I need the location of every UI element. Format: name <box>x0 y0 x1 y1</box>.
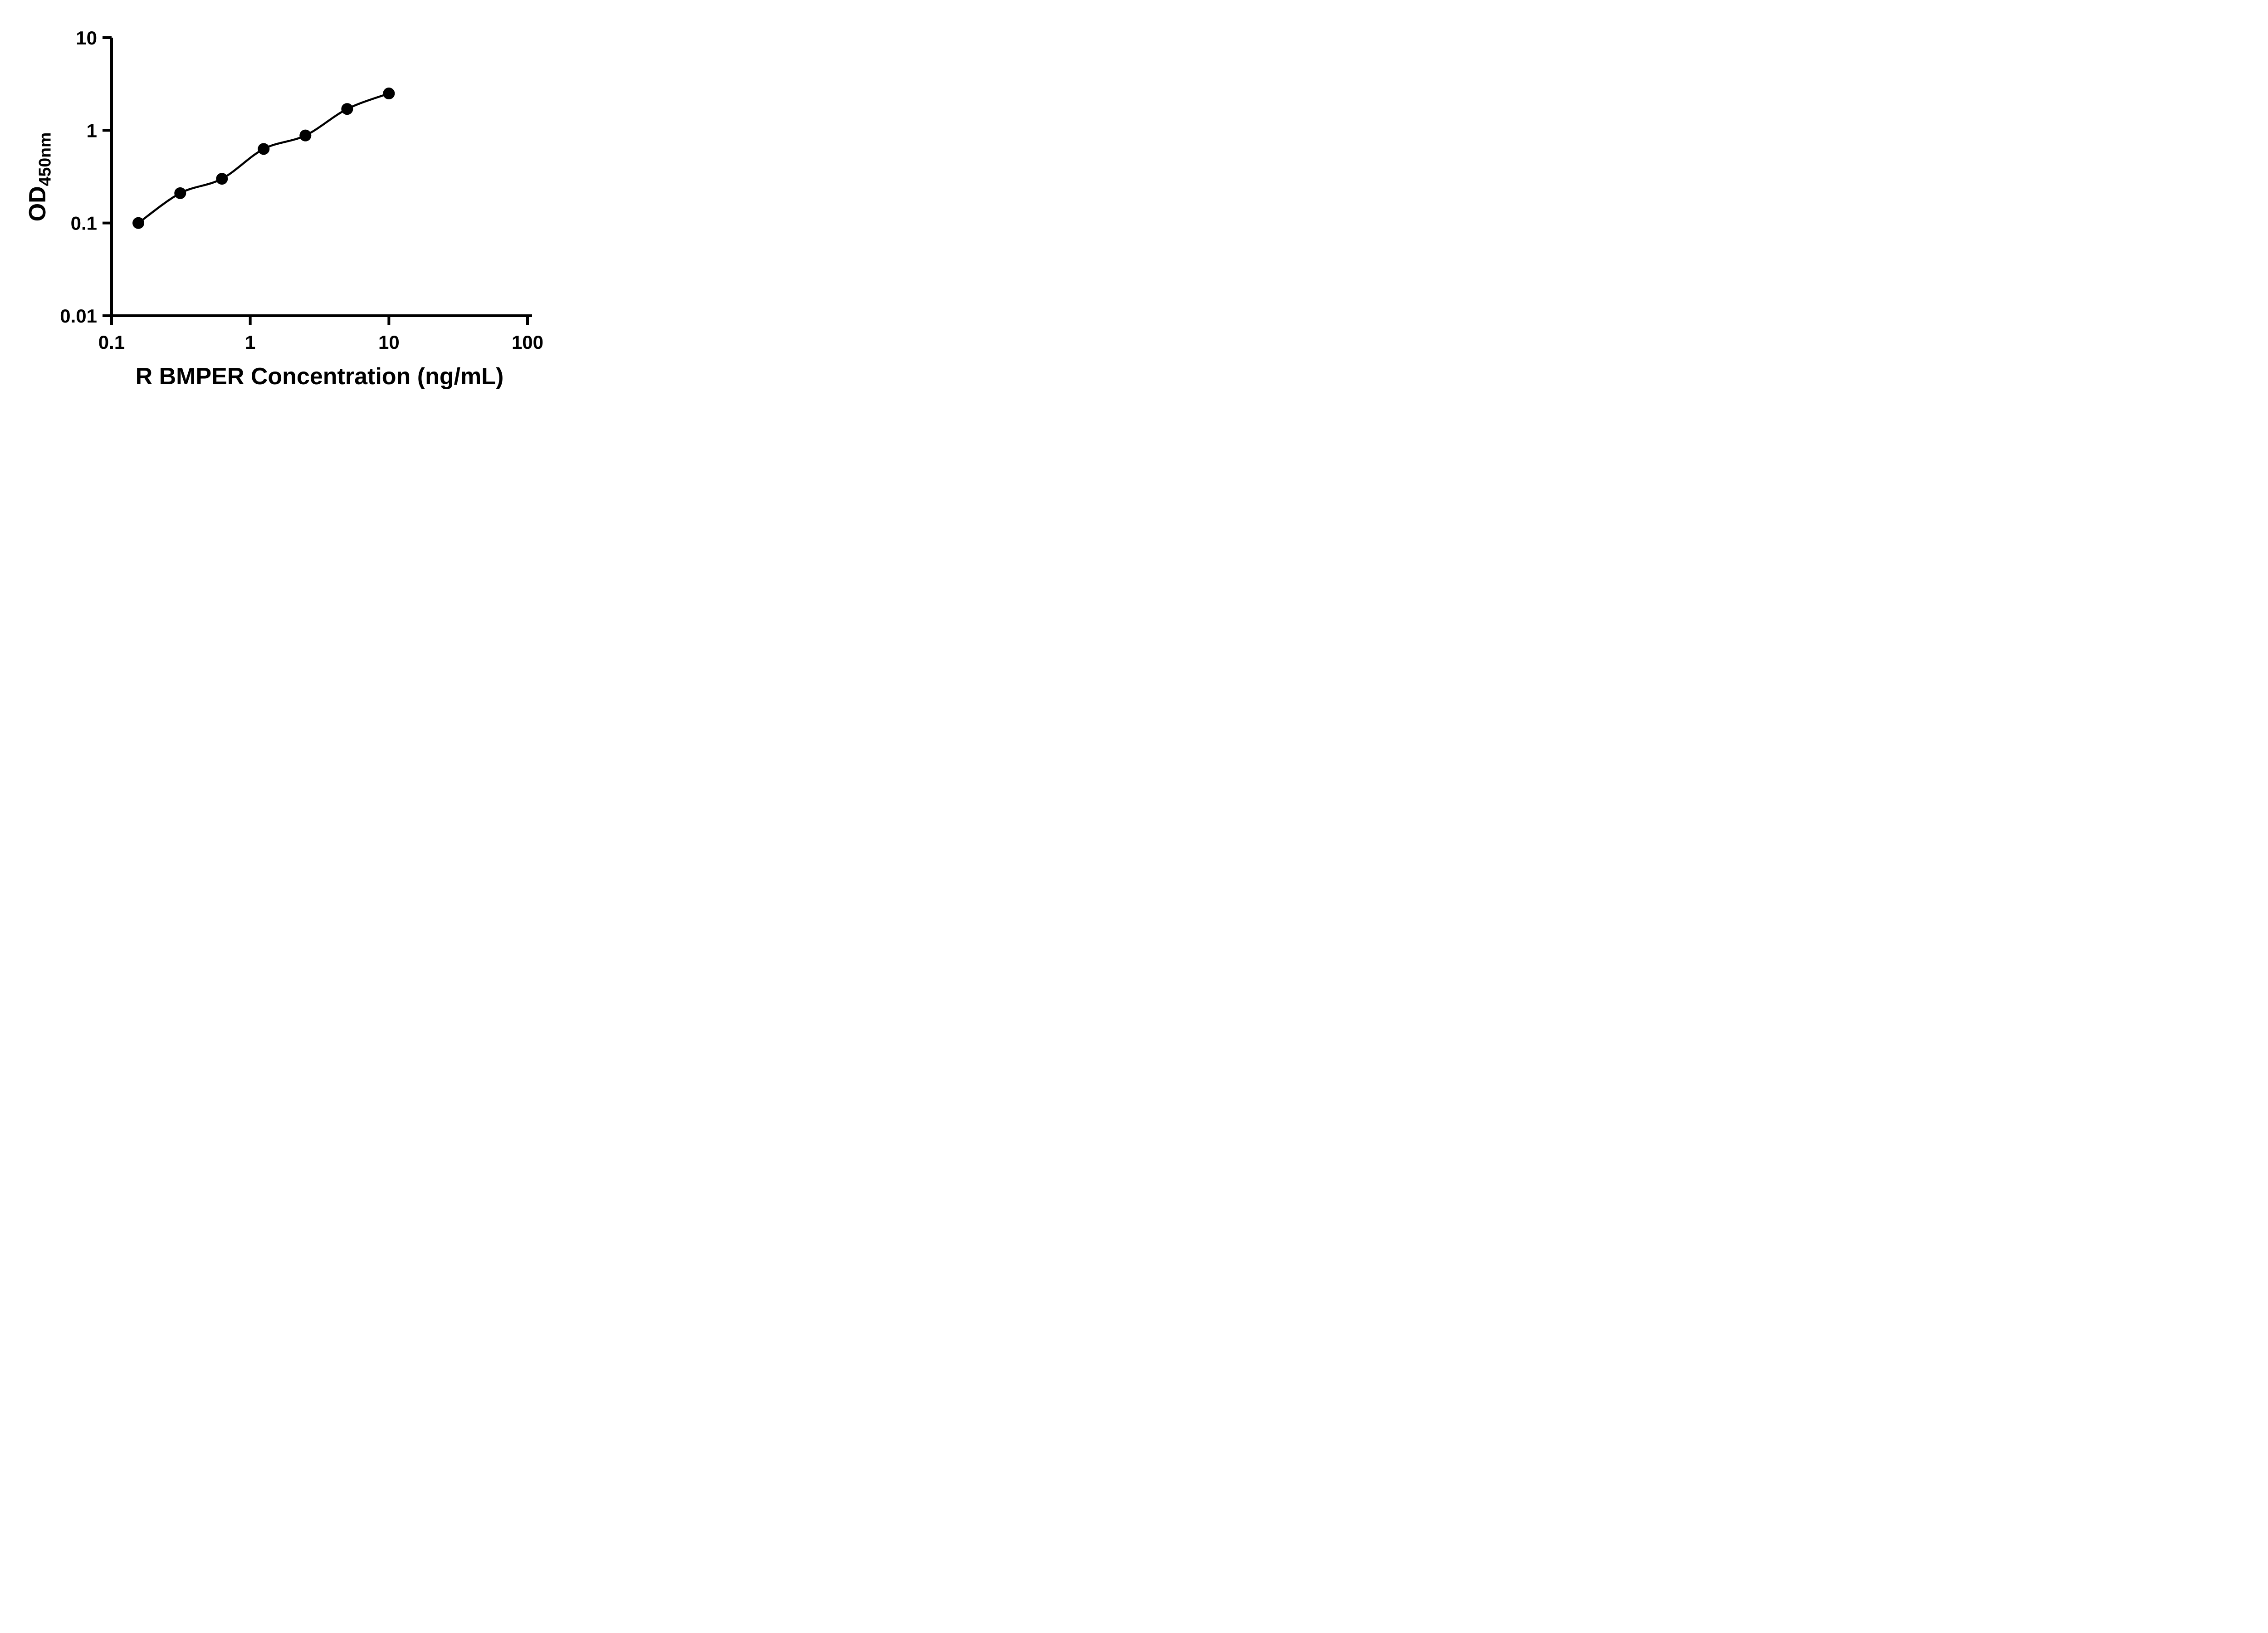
data-point <box>258 143 270 155</box>
y-axis-title-main: OD <box>24 186 51 222</box>
data-point <box>132 217 145 229</box>
y-tick-label: 0.1 <box>71 213 97 234</box>
data-point <box>299 129 312 142</box>
data-point <box>174 187 186 199</box>
y-tick-label: 10 <box>76 27 97 49</box>
y-axis-title: OD450nm <box>23 86 54 268</box>
axis-lines <box>110 38 532 317</box>
x-tick-label: 1 <box>245 332 255 353</box>
data-point <box>383 88 395 100</box>
x-tick-label: 0.1 <box>98 332 125 353</box>
data-point <box>341 103 353 115</box>
x-tick-label: 10 <box>378 332 400 353</box>
y-tick-label: 0.01 <box>60 305 97 327</box>
elisa-standard-curve-figure: 0.1 1 10 100 0.01 0.1 1 10 R BMPER Concentratio… <box>0 0 583 408</box>
y-tick-label: 1 <box>87 120 97 141</box>
x-tick-label: 100 <box>512 332 543 353</box>
y-axis-title-sub: 450nm <box>35 132 54 186</box>
data-point <box>216 173 228 185</box>
x-axis-title: R BMPER Concentration (ng/mL) <box>135 363 504 390</box>
